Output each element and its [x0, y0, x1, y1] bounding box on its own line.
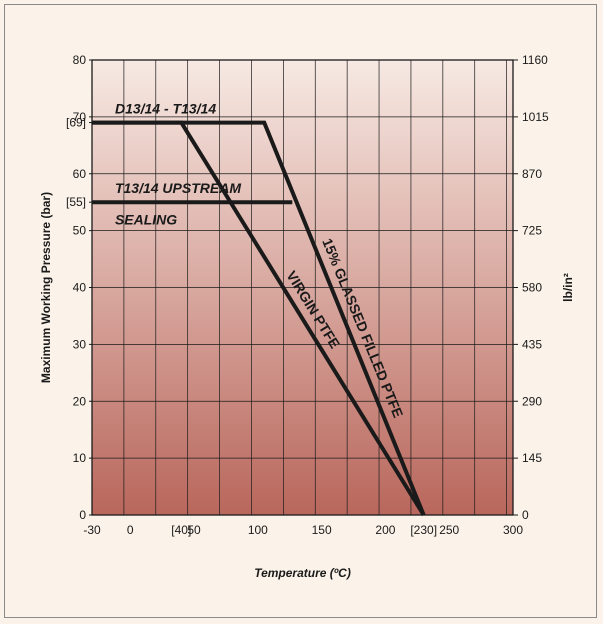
x-tick-label: [40]	[171, 523, 191, 537]
x-tick-label: 150	[312, 523, 332, 537]
x-tick-label: 200	[375, 523, 395, 537]
y-tick-label-left: 60	[73, 167, 87, 181]
y-tick-label-left: 10	[73, 451, 87, 465]
x-tick-label: [230]	[410, 523, 437, 537]
x-tick-label: -30	[83, 523, 101, 537]
x-tick-label: 250	[439, 523, 459, 537]
y-tick-label-left: 50	[73, 224, 87, 238]
x-tick-label: 100	[248, 523, 268, 537]
y-tick-label-left: 80	[73, 53, 87, 67]
y-tick-label-right: 0	[522, 508, 529, 522]
y-axis-label-right: lb/in²	[561, 273, 575, 302]
y-tick-label-right: 145	[522, 451, 542, 465]
y-tick-label-right: 290	[522, 394, 542, 408]
y-tick-label-right: 1160	[522, 53, 548, 67]
x-axis-label: Temperature (ºC)	[254, 566, 351, 580]
x-tick-label: 300	[503, 523, 523, 537]
y-tick-label-left: [55]	[66, 195, 86, 209]
y-tick-label-left: 30	[73, 337, 87, 351]
y-tick-label-right: 870	[522, 167, 542, 181]
series-line	[92, 120, 426, 516]
series-lines	[92, 120, 426, 517]
annotation-label: SEALING	[115, 211, 177, 227]
gridlines	[92, 60, 513, 515]
axis-labels: Maximum Working Pressure (bar) lb/in² Te…	[39, 192, 575, 580]
chart-frame	[4, 4, 597, 618]
y-axis-label-left: Maximum Working Pressure (bar)	[39, 192, 53, 383]
y-tick-label-left: 40	[73, 281, 87, 295]
y-tick-label-left: 70	[73, 110, 87, 124]
y-tick-label-right: 435	[522, 337, 542, 351]
x-tick-label: 50	[187, 523, 201, 537]
annotation-label: D13/14 - T13/14	[115, 100, 216, 116]
axis-ticks: -30 0 [40]50 100 150 200 [230] 250 3000102030405…	[66, 53, 549, 537]
y-tick-label-left: [69]	[66, 116, 86, 130]
y-tick-label-right: 725	[522, 224, 542, 238]
y-tick-label-right: 1015	[522, 110, 549, 124]
y-tick-label-right: 580	[522, 281, 542, 295]
y-tick-label-left: 0	[79, 508, 86, 522]
annotation-label: T13/14 UPSTREAM	[115, 180, 241, 196]
x-tick-label: 0	[127, 523, 134, 537]
y-tick-label-left: 20	[73, 394, 87, 408]
